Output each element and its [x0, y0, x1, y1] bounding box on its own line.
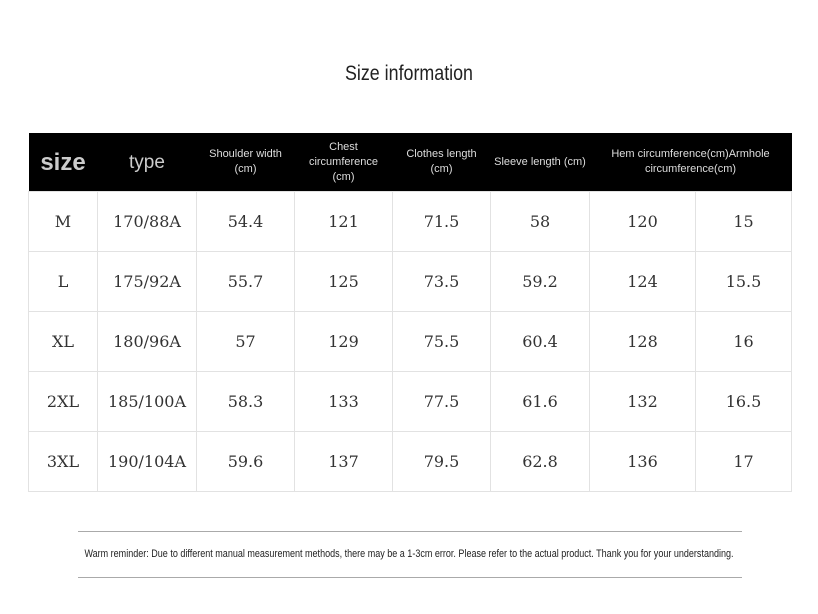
- table-row: XL 180/96A 57 129 75.5 60.4 128 16: [28, 311, 792, 372]
- table-cell: 128: [589, 311, 696, 372]
- divider: [78, 577, 742, 578]
- header-cell: type: [97, 133, 197, 192]
- table-cell: 59.6: [196, 431, 295, 492]
- table-row: 2XL 185/100A 58.3 133 77.5 61.6 132 16.5: [28, 371, 792, 432]
- table-cell: 54.4: [196, 191, 295, 252]
- table-cell: 77.5: [392, 371, 491, 432]
- table-cell: 73.5: [392, 251, 491, 312]
- header-row: size type Shoulder width (cm) Chest circumf…: [28, 133, 792, 192]
- table-cell: 57: [196, 311, 295, 372]
- table-cell: 71.5: [392, 191, 491, 252]
- table-cell: 58.3: [196, 371, 295, 432]
- header-cell: Sleeve length (cm): [490, 133, 590, 192]
- header-cell: Clothes length (cm): [392, 133, 491, 192]
- table-cell: 58: [490, 191, 590, 252]
- table-cell: 129: [294, 311, 393, 372]
- size-table: size type Shoulder width (cm) Chest circumf…: [28, 133, 792, 492]
- table-cell: 59.2: [490, 251, 590, 312]
- table-cell: 120: [589, 191, 696, 252]
- table-cell: 2XL: [28, 371, 98, 432]
- table-row: M 170/88A 54.4 121 71.5 58 120 15: [28, 191, 792, 252]
- table-cell: L: [28, 251, 98, 312]
- table-row: 3XL 190/104A 59.6 137 79.5 62.8 136 17: [28, 431, 792, 492]
- divider: [78, 531, 742, 532]
- table-cell: 137: [294, 431, 393, 492]
- table-cell: 62.8: [490, 431, 590, 492]
- table-cell: 15: [695, 191, 792, 252]
- table-cell: XL: [28, 311, 98, 372]
- table-cell: 3XL: [28, 431, 98, 492]
- table-cell: 61.6: [490, 371, 590, 432]
- table-cell: 190/104A: [97, 431, 197, 492]
- table-cell: 121: [294, 191, 393, 252]
- header-cell: Hem circumference(cm)Armhole circumferen…: [589, 133, 792, 192]
- header-cell: Chest circumference (cm): [294, 133, 393, 192]
- table-cell: 17: [695, 431, 792, 492]
- table-cell: 75.5: [392, 311, 491, 372]
- table-cell: M: [28, 191, 98, 252]
- table-cell: 185/100A: [97, 371, 197, 432]
- table-cell: 124: [589, 251, 696, 312]
- table-row: L 175/92A 55.7 125 73.5 59.2 124 15.5: [28, 251, 792, 312]
- table-cell: 132: [589, 371, 696, 432]
- table-cell: 16.5: [695, 371, 792, 432]
- table-cell: 125: [294, 251, 393, 312]
- table-cell: 55.7: [196, 251, 295, 312]
- header-cell: size: [28, 133, 98, 192]
- table-cell: 136: [589, 431, 696, 492]
- title: Size information: [344, 62, 473, 85]
- table-cell: 79.5: [392, 431, 491, 492]
- table-cell: 170/88A: [97, 191, 197, 252]
- table-cell: 180/96A: [97, 311, 197, 372]
- table-cell: 60.4: [490, 311, 590, 372]
- table-cell: 15.5: [695, 251, 792, 312]
- header-cell: Shoulder width (cm): [196, 133, 295, 192]
- reminder-note: Warm reminder: Due to different manual m…: [84, 548, 734, 560]
- table-cell: 16: [695, 311, 792, 372]
- table-cell: 133: [294, 371, 393, 432]
- table-cell: 175/92A: [97, 251, 197, 312]
